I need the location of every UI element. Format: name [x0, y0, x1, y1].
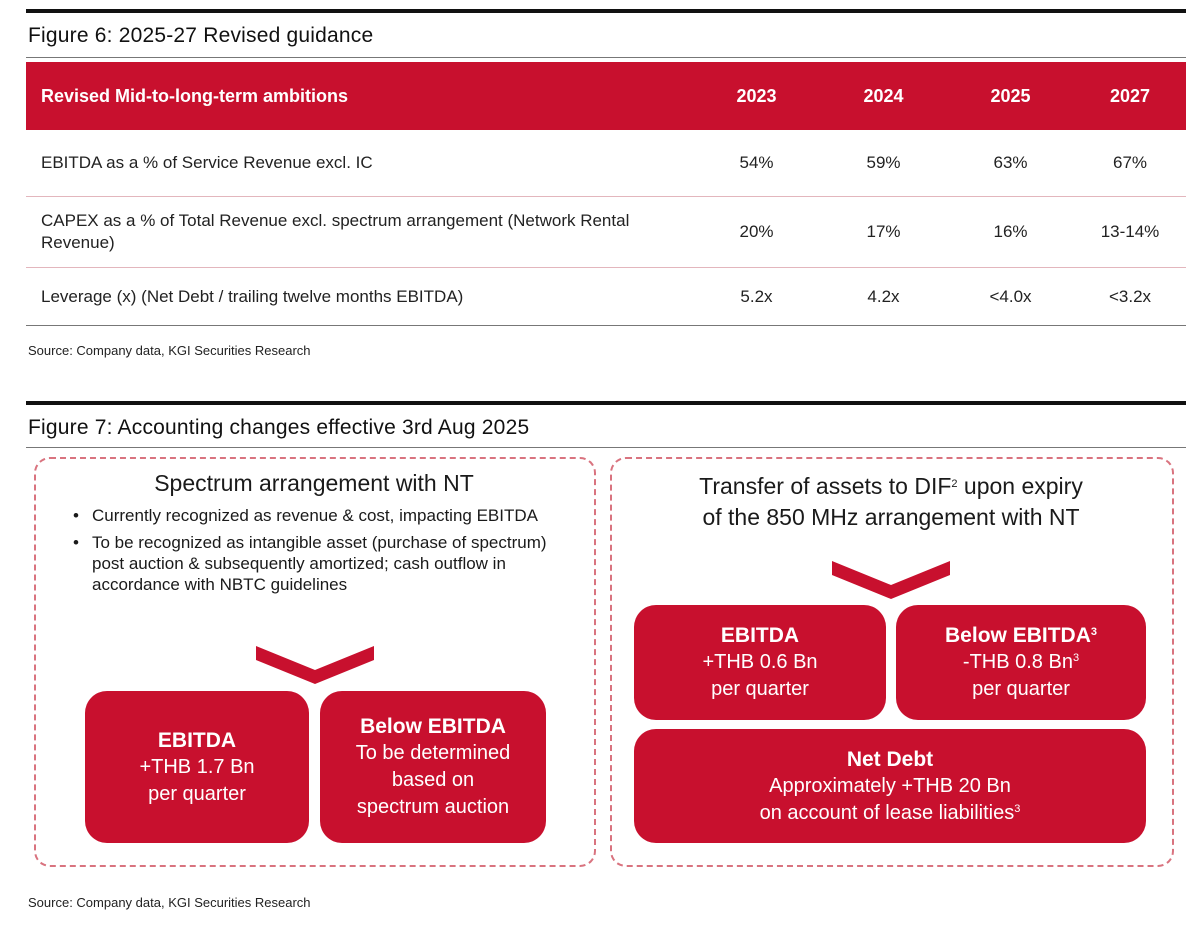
title-text: Transfer of assets to DIF: [699, 473, 952, 499]
box-line: per quarter: [972, 678, 1070, 700]
table-cell: 16%: [947, 196, 1074, 268]
spectrum-panel: [34, 457, 596, 867]
below-ebitda-box: Below EBITDA To be determined based on s…: [320, 691, 546, 843]
ebitda-box: EBITDA +THB 0.6 Bn per quarter: [634, 605, 886, 720]
chevron-down-icon: [832, 561, 950, 599]
box-line: spectrum auction: [356, 796, 510, 818]
footnote-marker: 3: [1090, 626, 1097, 638]
chevron-down-icon: [256, 646, 374, 684]
table-cell: 5.2x: [693, 267, 820, 326]
table-cell: 63%: [947, 130, 1074, 197]
title-text: upon expiry: [957, 473, 1083, 499]
table-cell: 13-14%: [1074, 196, 1186, 268]
table-row: EBITDA as a % of Service Revenue excl. I…: [26, 130, 1186, 197]
box-line: on account of lease liabilities3: [760, 800, 1021, 827]
box-line: Approximately +THB 20 Bn: [769, 774, 1011, 797]
row-label: Leverage (x) (Net Debt / trailing twelve…: [26, 267, 693, 326]
figure7-top-rule: [26, 401, 1186, 405]
table-row: CAPEX as a % of Total Revenue excl. spec…: [26, 196, 1186, 268]
below-ebitda-box: Below EBITDA3 -THB 0.8 Bn3 per quarter: [896, 605, 1146, 720]
figure6-title-rule: [26, 57, 1186, 58]
box-line: based on: [391, 769, 475, 791]
table-header-row: Revised Mid-to-long-term ambitions 2023 …: [26, 62, 1186, 130]
net-debt-box: Net Debt Approximately +THB 20 Bn on acc…: [634, 729, 1146, 843]
table-cell: 67%: [1074, 130, 1186, 197]
table-cell: <3.2x: [1074, 267, 1186, 326]
figure7-title: Figure 7: Accounting changes effective 3…: [28, 416, 530, 439]
list-item: To be recognized as intangible asset (pu…: [70, 532, 570, 595]
footnote-marker: 2: [951, 478, 958, 490]
box-heading: EBITDA: [720, 624, 800, 647]
dif-panel-title-line2: of the 850 MHz arrangement with NT: [702, 504, 1080, 530]
row-label: CAPEX as a % of Total Revenue excl. spec…: [26, 196, 693, 268]
heading-text: Below EBITDA: [945, 624, 1091, 647]
box-heading: Net Debt: [846, 747, 934, 771]
box-line: +THB 1.7 Bn: [139, 755, 255, 778]
box-heading: EBITDA: [157, 728, 237, 752]
box-line: To be determined: [355, 742, 511, 764]
line-text: -THB 0.8 Bn: [962, 651, 1073, 673]
box-line: per quarter: [148, 782, 246, 805]
box-heading: Below EBITDA: [360, 715, 506, 738]
table-header-cell: Revised Mid-to-long-term ambitions: [26, 62, 693, 130]
footnote-marker: 3: [1014, 802, 1021, 815]
box-heading: Below EBITDA3: [945, 622, 1097, 649]
table-header-cell: 2023: [693, 62, 820, 130]
box-line: -THB 0.8 Bn3: [963, 649, 1079, 676]
figure7-source: Source: Company data, KGI Securities Res…: [28, 895, 311, 910]
dif-transfer-panel: [610, 457, 1174, 867]
ebitda-box: EBITDA +THB 1.7 Bn per quarter: [85, 691, 309, 843]
line-text: on account of lease liabilities: [759, 801, 1015, 824]
row-label-text: CAPEX as a % of Total Revenue excl. spec…: [41, 211, 630, 252]
table-cell: 59%: [820, 130, 947, 197]
row-label: EBITDA as a % of Service Revenue excl. I…: [26, 130, 693, 197]
table-header-cell: 2025: [947, 62, 1074, 130]
table-cell: 54%: [693, 130, 820, 197]
table-cell: 17%: [820, 196, 947, 268]
table-header-cell: 2024: [820, 62, 947, 130]
dif-panel-title: Transfer of assets to DIF2 upon expiry o…: [612, 471, 1170, 533]
list-item: Currently recognized as revenue & cost, …: [70, 505, 570, 526]
box-line: per quarter: [711, 678, 809, 700]
table-row: Leverage (x) (Net Debt / trailing twelve…: [26, 267, 1186, 326]
table-cell: <4.0x: [947, 267, 1074, 326]
table-cell: 4.2x: [820, 267, 947, 326]
table-header-cell: 2027: [1074, 62, 1186, 130]
figure6-source: Source: Company data, KGI Securities Res…: [28, 343, 311, 358]
spectrum-panel-title: Spectrum arrangement with NT: [154, 470, 474, 496]
footnote-marker: 3: [1072, 652, 1080, 664]
figure6-title: Figure 6: 2025-27 Revised guidance: [28, 24, 374, 47]
figure6-top-rule: [26, 9, 1186, 13]
spectrum-bullet-list: Currently recognized as revenue & cost, …: [70, 505, 570, 601]
table-cell: 20%: [693, 196, 820, 268]
guidance-table: Revised Mid-to-long-term ambitions 2023 …: [26, 62, 1186, 326]
dif-panel-title-line1: Transfer of assets to DIF2 upon expiry: [612, 471, 1170, 502]
figure7-title-rule: [26, 447, 1186, 448]
box-line: +THB 0.6 Bn: [702, 651, 818, 673]
